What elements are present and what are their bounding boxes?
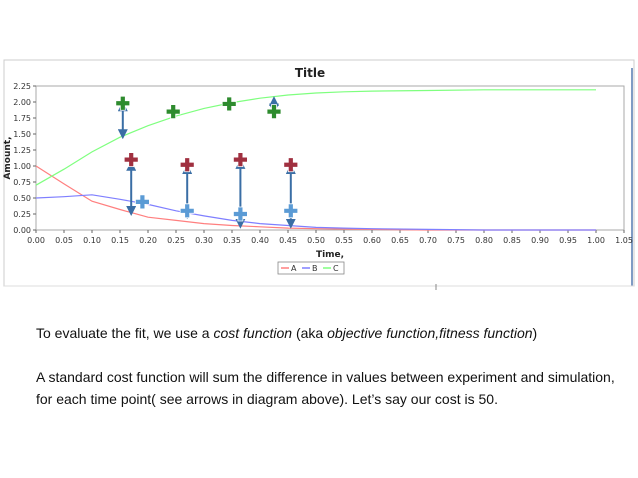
legend-label-A: A [291, 264, 297, 273]
experimental-point-A [179, 157, 195, 173]
y-tick-label: 0.00 [13, 226, 31, 235]
plus-marker [233, 206, 248, 222]
y-tick-label: 0.25 [13, 210, 31, 219]
x-tick-label: 0.85 [503, 236, 521, 245]
x-tick-label: 0.25 [167, 236, 185, 245]
experimental-point-C [221, 96, 237, 112]
y-tick-label: 1.00 [13, 162, 31, 171]
x-tick-label: 0.70 [419, 236, 437, 245]
legend-label-B: B [312, 264, 318, 273]
experimental-point-C [266, 104, 282, 119]
experimental-point-B [283, 203, 299, 219]
experimental-point-B [233, 206, 248, 222]
y-axis-label: Amount, [3, 136, 13, 179]
experimental-point-B [135, 194, 150, 210]
plus-marker [115, 95, 131, 111]
experimental-point-B [179, 203, 195, 219]
legend-label-C: C [333, 264, 339, 273]
caption-term-cost-function: cost function [213, 325, 293, 341]
series-line-B [35, 194, 596, 231]
x-tick-label: 0.30 [195, 236, 213, 245]
x-tick-label: 0.50 [307, 236, 325, 245]
chart-panel: Title 0.00 0.25 0.50 0.75 1.00 1.25 1.50 1.75 2.0… [0, 58, 638, 290]
chart-title: Title [295, 66, 325, 80]
x-tick-label: 0.55 [335, 236, 353, 245]
plus-marker [283, 203, 299, 219]
caption-explanation: A standard cost function will sum the di… [36, 369, 615, 407]
series-line-C [35, 89, 596, 186]
experimental-point-A [283, 157, 299, 173]
experimental-point-A [123, 152, 139, 167]
plus-marker [283, 157, 299, 173]
y-tick-label: 0.50 [13, 194, 31, 203]
experimental-point-C [165, 104, 181, 119]
x-tick-label: 0.60 [363, 236, 381, 245]
caption-text: To evaluate the fit, we use a [36, 325, 214, 341]
plus-marker [179, 157, 195, 173]
x-tick-label: 0.45 [279, 236, 297, 245]
y-tick-label: 1.50 [13, 130, 31, 139]
x-tick-label: 1.05 [615, 236, 633, 245]
experimental-point-A [233, 152, 248, 167]
x-tick-label: 0.75 [447, 236, 465, 245]
x-tick-label: 0.20 [139, 236, 157, 245]
plus-marker [221, 96, 237, 112]
chart: Title 0.00 0.25 0.50 0.75 1.00 1.25 1.50 1.75 2.0… [3, 59, 635, 290]
x-tick-label: 0.35 [223, 236, 241, 245]
experimental-point-C [115, 95, 131, 111]
x-tick-label: 0.90 [531, 236, 549, 245]
x-tick-label: 0.40 [251, 236, 269, 245]
plus-marker [165, 104, 181, 119]
caption-text: ) [532, 325, 538, 341]
x-tick-label: 0.80 [475, 236, 493, 245]
x-tick-label: 0.95 [559, 236, 577, 245]
y-tick-label: 1.25 [13, 146, 31, 155]
y-tick-label: 0.75 [13, 178, 31, 187]
x-tick-label: 0.15 [111, 236, 129, 245]
legend-box [277, 261, 345, 275]
plus-marker [233, 152, 248, 167]
plus-marker [123, 152, 139, 167]
y-tick-label: 2.00 [13, 98, 31, 107]
x-tick-label: 0.65 [391, 236, 409, 245]
plus-marker [135, 194, 150, 210]
x-axis-label: Time, [316, 250, 344, 260]
caption-cost-function: To evaluate the fit, we use a cost funct… [36, 322, 626, 344]
x-tick-label: 0.00 [27, 236, 45, 245]
y-tick-label: 2.25 [13, 82, 31, 91]
x-tick-label: 0.05 [55, 236, 73, 245]
caption-term-objective: objective function,fitness function [327, 325, 533, 341]
plus-marker [266, 104, 282, 119]
x-tick-label: 0.10 [83, 236, 101, 245]
caption-text: (aka [292, 325, 328, 341]
plus-marker [179, 203, 195, 219]
y-tick-label: 1.75 [13, 114, 31, 123]
x-tick-label: 1.00 [587, 236, 605, 245]
